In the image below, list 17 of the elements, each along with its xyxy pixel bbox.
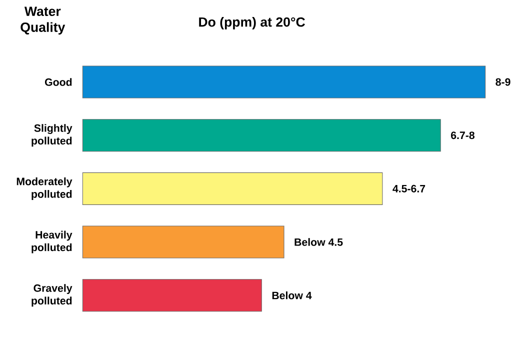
- y-tick-label: Good: [45, 78, 72, 86]
- bar: [82, 172, 383, 205]
- chart-title: Do (ppm) at 20°C: [199, 16, 305, 30]
- y-tick-label: Slightly polluted: [32, 124, 72, 147]
- y-tick-label: Gravely polluted: [32, 284, 72, 307]
- data-label: 4.5-6.7: [392, 184, 426, 192]
- y-tick-label: Moderately polluted: [16, 177, 72, 200]
- y-axis-title: Water Quality: [20, 6, 66, 35]
- y-tick-label: Heavily polluted: [32, 230, 72, 254]
- bar: [82, 66, 486, 98]
- data-label: 8-9: [496, 78, 510, 86]
- bar: [82, 119, 441, 152]
- data-label: 6.7-8: [451, 132, 475, 140]
- data-label: Below 4.5: [294, 238, 343, 246]
- bar: [82, 279, 262, 312]
- bar: [82, 226, 284, 258]
- data-label: Below 4: [272, 291, 312, 300]
